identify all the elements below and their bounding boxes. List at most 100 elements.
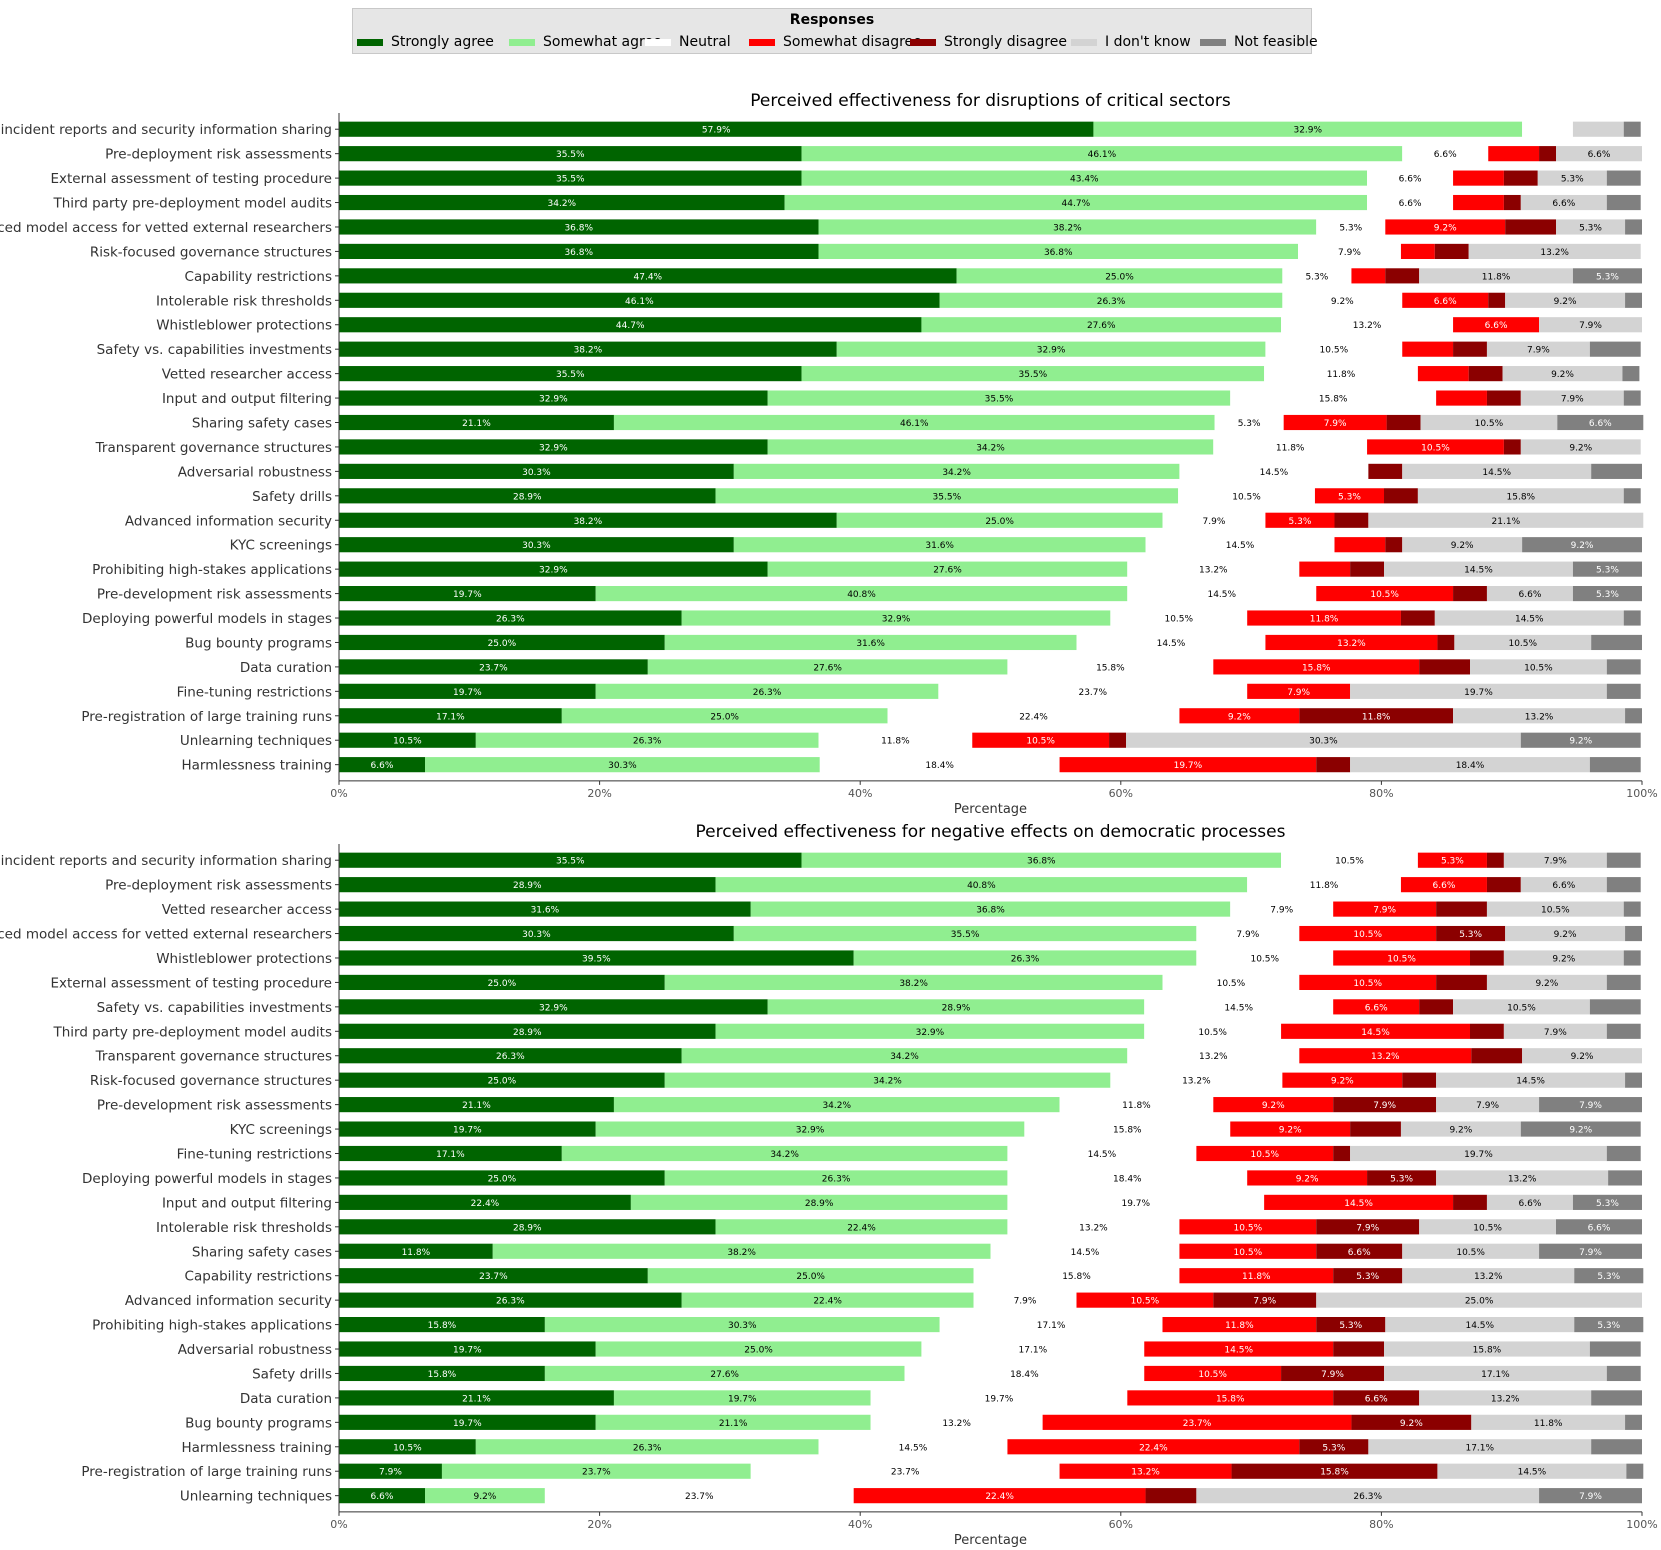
data-label: 19.7% (728, 1394, 757, 1404)
data-label: 5.3% (1339, 223, 1362, 233)
bar-segment-neutral (1007, 659, 1214, 675)
bar-segment-strongly-agree (339, 634, 665, 651)
category-label: Unlearning techniques (180, 733, 332, 749)
category-label: Capability restrictions (185, 269, 332, 285)
bar-segment-strongly-disagree (1350, 561, 1385, 577)
category-label: KYC screenings (230, 1122, 332, 1138)
bar-segment-somewhat-disagree (1453, 194, 1504, 211)
x-tick-label: 40% (848, 1518, 872, 1531)
bar-segment-neutral (818, 1439, 1008, 1455)
data-label: 13.2% (1199, 1052, 1228, 1062)
legend-items: Strongly agree Somewhat agree Neutral Somew… (353, 33, 1318, 51)
bar-segment-strongly-agree (339, 1145, 562, 1162)
bar-segment-not-feasible (1591, 1439, 1642, 1455)
bar-segment-strongly-agree (339, 1097, 614, 1113)
bar-segment-somewhat-agree (801, 852, 1282, 868)
bar-segment-neutral (1007, 1219, 1180, 1235)
data-label: 14.5% (1482, 468, 1511, 478)
data-label: 30.3% (1309, 737, 1338, 747)
category-label: Prohibiting high-stakes applications (92, 562, 332, 578)
bar-segment-neutral (819, 757, 1060, 773)
bar-segment-somewhat-disagree (1179, 708, 1300, 724)
bar-segment-i-don-t-know (1436, 1072, 1626, 1088)
bar-segment-neutral (1247, 877, 1401, 893)
bar-segment-somewhat-agree (561, 1145, 1008, 1162)
bar-segment-strongly-disagree (1436, 925, 1506, 942)
category-label: External assessment of testing procedure (50, 975, 332, 991)
bar-segment-somewhat-agree (595, 1341, 922, 1357)
data-label: 5.3% (1459, 930, 1482, 940)
bar-segment-strongly-agree (339, 414, 614, 431)
x-tick-label: 60% (1109, 1518, 1133, 1531)
data-label: 38.2% (1053, 223, 1082, 233)
bar-segment-strongly-agree (339, 1390, 614, 1406)
data-label: 44.7% (616, 321, 645, 331)
bar-segment-strongly-disagree (1350, 1121, 1401, 1137)
data-label: 7.9% (379, 1468, 402, 1478)
data-label: 9.2% (1228, 712, 1251, 722)
bar-segment-not-feasible (1574, 1268, 1644, 1284)
bar-segment-neutral (1127, 561, 1300, 577)
bar-segment-not-feasible (1625, 292, 1642, 308)
bar-segment-strongly-disagree (1231, 1463, 1438, 1479)
data-label: 7.9% (1579, 1101, 1602, 1111)
bar-segment-neutral (1144, 1023, 1282, 1039)
data-label: 15.8% (1302, 663, 1331, 673)
bar-segment-neutral (1007, 1170, 1248, 1186)
bar-segment-neutral (1196, 925, 1300, 942)
bar-segment-somewhat-disagree (1367, 439, 1504, 455)
data-label: 26.3% (1353, 1492, 1382, 1502)
bar-segment-strongly-disagree (1434, 243, 1469, 259)
bar-segment-somewhat-disagree (1230, 1121, 1351, 1137)
data-label: 9.2% (1451, 541, 1474, 551)
data-label: 39.5% (582, 954, 611, 964)
bar-segment-somewhat-disagree (1351, 268, 1386, 284)
data-label: 6.6% (1519, 590, 1542, 600)
bar-segment-strongly-disagree (1486, 877, 1521, 893)
bar-segment-not-feasible (1520, 1121, 1641, 1137)
data-label: 36.8% (564, 248, 593, 258)
data-label: 9.2% (1262, 1101, 1285, 1111)
data-label: 23.7% (891, 1468, 920, 1478)
bar-segment-somewhat-disagree (1281, 1023, 1471, 1039)
data-label: 9.2% (1331, 297, 1354, 307)
chart-panel-1: Perceived effectiveness for disruptions … (0, 91, 1658, 817)
data-label: 10.5% (1198, 1028, 1227, 1038)
data-label: 38.2% (727, 1248, 756, 1258)
data-label: 9.2% (1552, 954, 1575, 964)
data-label: 6.6% (1433, 881, 1456, 891)
bar-segment-strongly-agree (339, 537, 734, 553)
data-label: 36.8% (564, 223, 593, 233)
bar-segment-neutral (1007, 1145, 1197, 1162)
bar-segment-somewhat-disagree (972, 732, 1110, 748)
bar-segment-i-don-t-know (1350, 757, 1590, 773)
legend-swatch (910, 39, 936, 46)
category-label: Sharing safety cases (192, 1244, 332, 1260)
bar-segment-somewhat-disagree (1283, 414, 1387, 431)
data-label: 26.3% (753, 688, 782, 698)
bar-segment-strongly-agree (339, 366, 802, 382)
data-label: 25.0% (488, 1174, 517, 1184)
bar-segment-not-feasible (1539, 1243, 1642, 1259)
bar-segment-somewhat-disagree (1196, 1145, 1334, 1162)
bar-segment-somewhat-disagree (1076, 1292, 1214, 1308)
data-label: 21.1% (462, 1394, 491, 1404)
data-label: 31.6% (531, 906, 560, 916)
data-label: 17.1% (1037, 1321, 1066, 1331)
bar-segment-strongly-disagree (1486, 852, 1504, 868)
bar-segment-somewhat-agree (595, 1414, 871, 1430)
data-label: 26.3% (633, 737, 662, 747)
bar-segment-i-don-t-know (1384, 561, 1573, 577)
bar-segment-strongly-agree (339, 146, 802, 162)
x-tick-label: 80% (1369, 787, 1393, 800)
bar-segment-i-don-t-know (1537, 170, 1607, 186)
bar-segment-strongly-disagree (1453, 586, 1487, 602)
bar-segment-somewhat-agree (681, 1048, 1128, 1064)
data-label: 10.5% (1353, 979, 1382, 989)
data-label: 10.5% (1198, 1370, 1227, 1380)
category-label: Adversarial robustness (178, 1342, 332, 1358)
bar-segment-strongly-agree (339, 1365, 545, 1382)
data-label: 13.2% (1508, 1174, 1537, 1184)
bar-segment-not-feasible (1606, 659, 1641, 675)
data-label: 10.5% (1217, 979, 1246, 989)
